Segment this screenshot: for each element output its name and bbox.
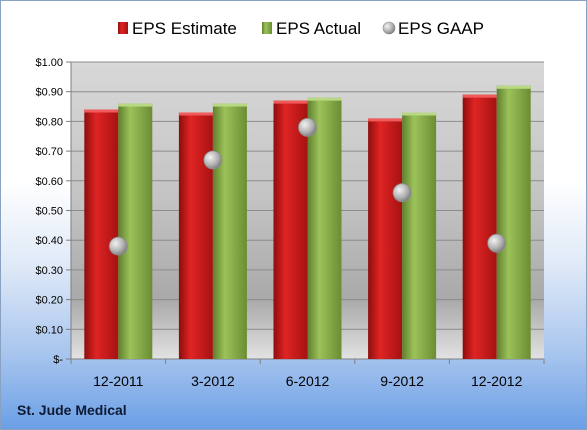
legend-swatch xyxy=(262,22,272,34)
gaap-marker xyxy=(203,150,223,170)
actual-bar-top xyxy=(496,85,531,89)
actual-bar xyxy=(402,112,437,360)
estimate-bar xyxy=(178,112,213,360)
y-tick-label: $0.40 xyxy=(35,235,63,247)
x-tick-label: 3-2012 xyxy=(191,373,235,389)
actual-bar xyxy=(212,103,247,359)
estimate-bar-top xyxy=(462,94,497,98)
actual-bar-top xyxy=(307,97,342,101)
y-tick-label: $0.90 xyxy=(35,87,63,99)
actual-bar-top xyxy=(212,103,247,107)
actual-bar xyxy=(118,103,153,359)
legend-label: EPS Estimate xyxy=(132,19,237,38)
estimate-bar-top xyxy=(178,112,213,116)
y-tick-label: $0.60 xyxy=(35,176,63,188)
estimate-bar xyxy=(462,94,497,360)
actual-bar-top xyxy=(402,112,437,116)
x-tick-label: 12-2012 xyxy=(471,373,523,389)
legend-label: EPS Actual xyxy=(276,19,361,38)
company-name: St. Jude Medical xyxy=(17,402,127,418)
estimate-bar xyxy=(368,118,403,360)
estimate-bar-top xyxy=(273,100,308,104)
estimate-bar xyxy=(273,100,308,360)
y-tick-label: $0.80 xyxy=(35,116,63,128)
estimate-bar-top xyxy=(84,109,119,113)
estimate-bar xyxy=(84,109,119,360)
actual-bar-top xyxy=(118,103,153,107)
y-tick-label: $1.00 xyxy=(35,57,63,69)
legend-swatch xyxy=(382,21,396,35)
gaap-marker xyxy=(298,117,317,137)
actual-bar xyxy=(496,85,531,359)
y-tick-label: $0.50 xyxy=(35,206,63,218)
estimate-bar-top xyxy=(368,118,403,122)
x-tick-label: 12-2011 xyxy=(93,373,144,389)
y-tick-label: $0.70 xyxy=(35,146,63,158)
actual-bar xyxy=(307,97,342,359)
gaap-marker xyxy=(487,233,507,253)
legend-swatch xyxy=(118,22,128,34)
y-tick-label: $0.30 xyxy=(35,265,63,277)
gaap-marker xyxy=(392,183,412,203)
x-tick-label: 6-2012 xyxy=(286,373,330,389)
y-tick-label: $0.20 xyxy=(35,295,63,307)
x-tick-label: 9-2012 xyxy=(380,373,424,389)
legend-label: EPS GAAP xyxy=(398,19,484,38)
y-tick-label: $0.10 xyxy=(35,324,63,336)
gaap-marker xyxy=(108,236,128,256)
y-tick-label: $- xyxy=(53,354,63,366)
